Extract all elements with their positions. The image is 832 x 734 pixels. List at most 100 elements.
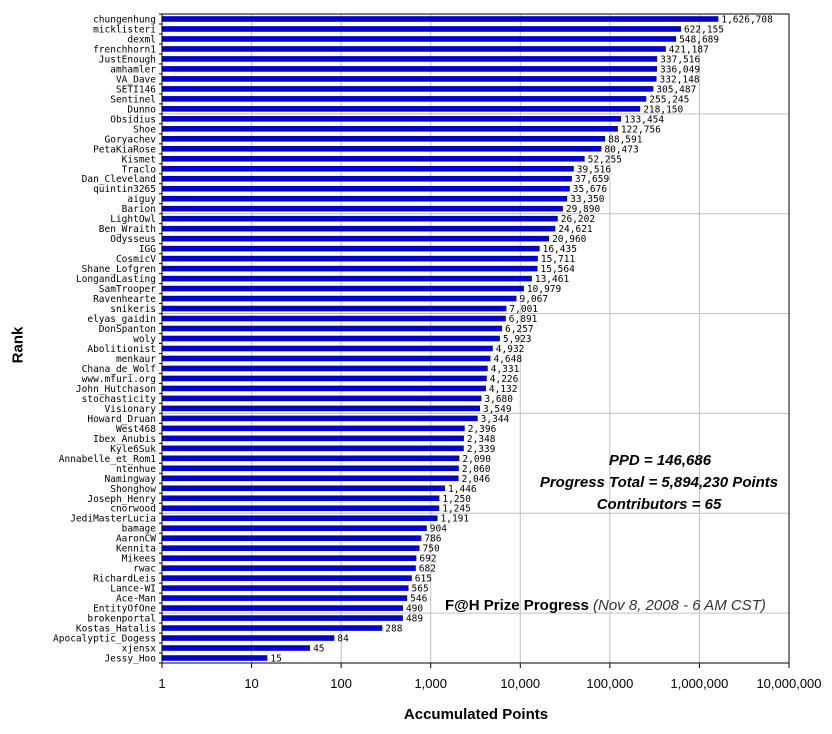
bar — [162, 185, 570, 192]
bar — [162, 245, 540, 252]
value-label: 26,202 — [561, 214, 595, 225]
bar — [162, 365, 488, 372]
bar — [162, 605, 403, 611]
value-label: 133,454 — [624, 114, 664, 125]
category-label: Traclo — [122, 164, 157, 175]
value-label: 682 — [419, 564, 436, 575]
value-label: 7,001 — [509, 304, 538, 315]
category-label: Obsidius — [110, 114, 156, 125]
category-label: stochasticity — [82, 394, 157, 405]
x-tick-label: 100 — [330, 676, 352, 691]
prize-progress-annotation: F@H Prize Progress (Nov 8, 2008 - 6 AM C… — [445, 597, 766, 614]
value-label: 615 — [415, 574, 432, 585]
bar — [162, 545, 420, 551]
bar — [162, 625, 383, 631]
bar — [162, 425, 465, 432]
bar — [162, 76, 657, 82]
category-label: bamage — [122, 524, 157, 535]
value-label: 5,923 — [503, 334, 532, 345]
category-label: Chana_de_Wolf — [82, 364, 156, 375]
bar — [162, 116, 622, 122]
bar — [162, 165, 574, 172]
value-label: 332,148 — [660, 74, 700, 85]
bar — [162, 385, 486, 392]
value-label: 4,932 — [496, 344, 525, 355]
bar — [162, 195, 568, 202]
category-label: Barion — [122, 204, 156, 215]
category-label: chungenhung — [93, 14, 156, 25]
value-label: 288 — [385, 624, 402, 635]
value-label: 15 — [270, 654, 281, 665]
bar — [162, 495, 440, 502]
bar — [162, 505, 440, 512]
x-tick-label: 1 — [158, 676, 165, 691]
category-label: Mikees — [122, 554, 156, 565]
category-label: CosmicV — [116, 254, 156, 265]
value-label: 20,960 — [552, 234, 587, 245]
category-label: RichardLeis — [93, 574, 156, 585]
category-label: SamTrooper — [99, 284, 156, 295]
bar — [162, 215, 558, 222]
value-label: 904 — [430, 524, 447, 535]
category-label: PetaKiaRose — [93, 144, 156, 155]
value-label: 3,549 — [483, 404, 512, 415]
value-label: 29,890 — [566, 204, 601, 215]
value-label: 33,350 — [570, 194, 605, 205]
value-label: 2,046 — [462, 474, 491, 485]
bar — [162, 345, 493, 352]
value-label: 16,435 — [543, 244, 577, 255]
bar — [162, 295, 517, 302]
bar — [162, 395, 482, 402]
bar — [162, 155, 585, 162]
category-label: Howard_Druan — [87, 414, 156, 425]
category-label: LightOwl — [110, 214, 156, 225]
category-label: Apocalyptic_Dogess — [53, 634, 156, 645]
category-label: Shane_Lofgren — [82, 264, 156, 275]
bar — [162, 66, 658, 72]
value-label: 37,659 — [575, 174, 610, 185]
category-label: Odysseus — [110, 234, 156, 245]
value-label: 88,591 — [608, 134, 643, 145]
category-label: woly — [133, 334, 156, 345]
value-label: 337,516 — [660, 54, 700, 65]
value-label: 1,446 — [448, 484, 477, 495]
bar — [162, 595, 408, 601]
category-label: amhamler — [110, 64, 156, 75]
bar — [162, 335, 500, 342]
x-tick-label: 1,000 — [414, 676, 447, 691]
value-label: 45 — [313, 644, 324, 655]
category-label: Dunno — [127, 104, 156, 115]
value-label: 218,150 — [643, 104, 683, 115]
x-tick-label: 100,000 — [586, 676, 633, 691]
bar — [162, 375, 487, 382]
category-label: Kennita — [116, 544, 156, 555]
value-label: 1,191 — [441, 514, 470, 525]
category-label: Namingway — [105, 474, 157, 485]
category-label: Ravenhearte — [93, 294, 156, 305]
category-label: EntityOfOne — [93, 604, 156, 615]
value-label: 1,250 — [442, 494, 471, 505]
category-label: snikeris — [110, 304, 156, 315]
category-label: Lance-WI — [110, 584, 156, 595]
category-label: menkaur — [116, 354, 156, 365]
value-label: 4,331 — [491, 364, 520, 375]
bar — [162, 205, 563, 212]
prize-date: (Nov 8, 2008 - 6 AM CST) — [593, 597, 766, 614]
value-label: 2,060 — [462, 464, 491, 475]
bar — [162, 255, 538, 262]
value-label: 489 — [406, 614, 423, 625]
plot-border — [161, 13, 790, 664]
value-label: 6,891 — [509, 314, 538, 325]
value-label: 336,049 — [660, 64, 700, 75]
progress-total-annotation: Progress Total = 5,894,230 Points — [539, 474, 779, 491]
value-label: 565 — [412, 584, 429, 595]
value-label: 421,187 — [669, 44, 709, 55]
bar — [162, 56, 658, 62]
prize-title: F@H Prize Progress — [445, 597, 589, 614]
bar — [162, 315, 506, 322]
bar — [162, 16, 719, 22]
category-label: John_Hutchason — [76, 384, 156, 395]
value-label: 622,155 — [684, 24, 724, 35]
category-label: frenchhorn1 — [93, 44, 156, 55]
